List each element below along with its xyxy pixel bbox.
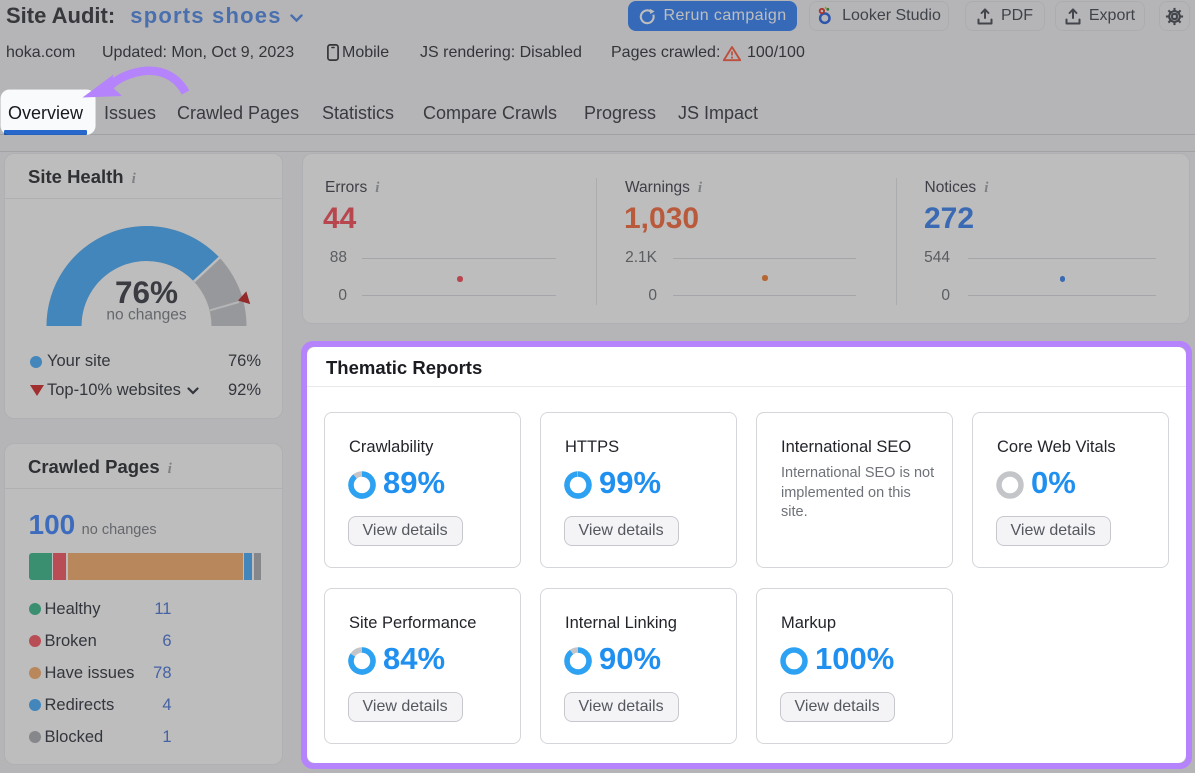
svg-text:no changes: no changes <box>106 307 186 324</box>
svg-text:76%: 76% <box>115 274 178 310</box>
